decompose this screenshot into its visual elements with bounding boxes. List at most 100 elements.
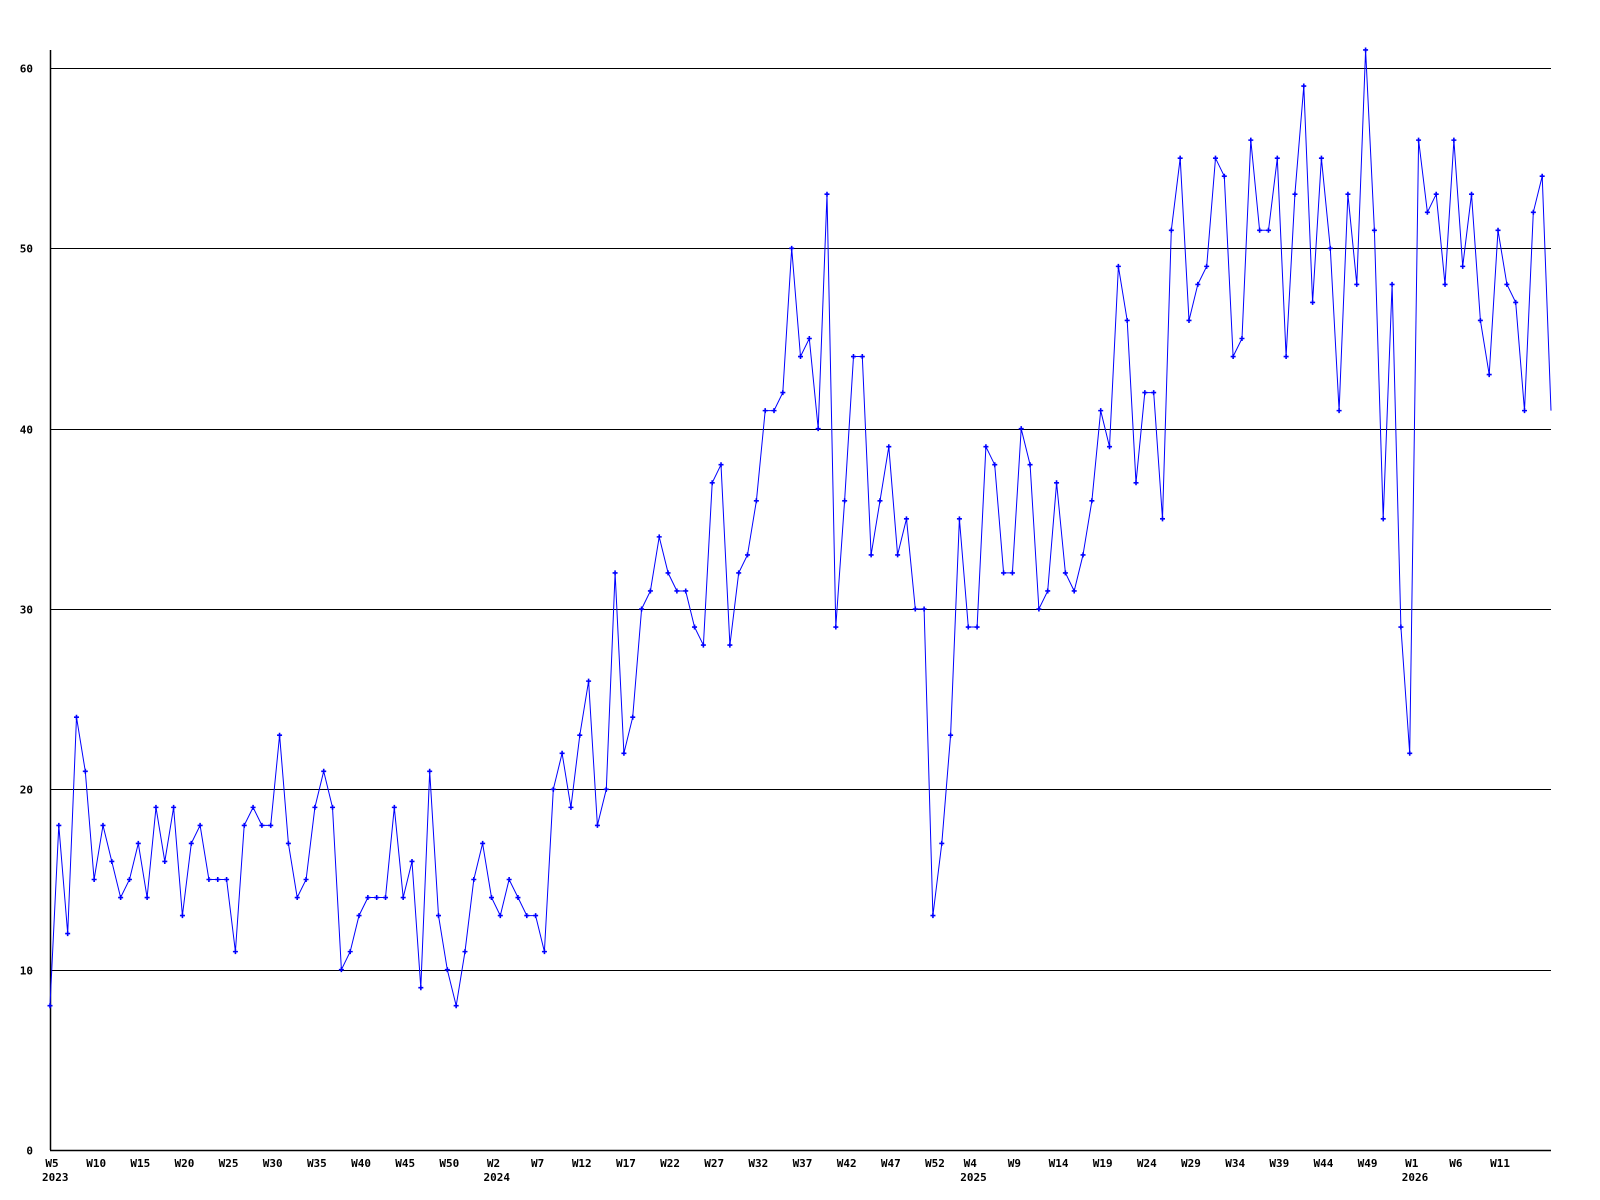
data-point-marker [206, 877, 212, 882]
data-point-marker [82, 768, 88, 774]
data-point-marker [877, 498, 883, 504]
data-point-marker [921, 606, 927, 612]
data-point-marker [1424, 209, 1430, 215]
data-point-marker [1098, 408, 1104, 414]
data-point-marker [1389, 281, 1395, 287]
data-point-marker [850, 354, 856, 360]
x-tick-label: W40 [351, 1157, 371, 1170]
data-point-marker [462, 949, 468, 955]
data-point-marker [1212, 155, 1218, 161]
data-point-marker [1530, 209, 1536, 215]
x-tick-label: W15 [130, 1157, 150, 1170]
data-point-marker [1407, 750, 1413, 756]
data-point-marker [1177, 155, 1183, 161]
data-point-marker [1248, 137, 1254, 143]
data-point-marker [656, 534, 662, 540]
x-tick-label: W52 [925, 1157, 945, 1170]
x-tick-label: W4 [964, 1157, 978, 1170]
data-point-marker [815, 426, 821, 432]
data-point-marker [939, 840, 945, 846]
data-point-marker [162, 858, 168, 864]
data-point-marker [639, 606, 645, 612]
data-point-marker [886, 444, 892, 450]
data-point-marker [1036, 606, 1042, 612]
x-tick-label: W30 [263, 1157, 283, 1170]
data-point-marker [427, 768, 433, 774]
data-point-marker [409, 858, 415, 864]
data-point-marker [197, 822, 203, 828]
data-point-marker [250, 804, 256, 810]
data-point-marker [550, 786, 556, 792]
data-point-marker [1477, 317, 1483, 323]
x-tick-label: W44 [1313, 1157, 1333, 1170]
data-point-marker [1442, 281, 1448, 287]
data-point-marker [188, 840, 194, 846]
data-point-marker [895, 552, 901, 558]
x-tick-label: W5 [45, 1157, 58, 1170]
data-point-marker [1336, 408, 1342, 414]
x-tick-label: W1 [1405, 1157, 1419, 1170]
data-point-marker [56, 822, 62, 828]
data-point-marker [594, 822, 600, 828]
x-tick-label: W27 [704, 1157, 724, 1170]
x-tick-label: W2 [487, 1157, 500, 1170]
data-point-marker [1265, 227, 1271, 233]
data-point-marker [709, 480, 715, 486]
data-point-marker [1433, 191, 1439, 197]
data-point-marker [586, 678, 592, 684]
data-point-marker [277, 732, 283, 738]
data-point-marker [524, 913, 530, 919]
data-point-marker [745, 552, 751, 558]
x-tick-label: W17 [616, 1157, 636, 1170]
data-point-marker [285, 840, 291, 846]
data-point-marker [118, 895, 124, 901]
data-point-marker [1513, 299, 1519, 305]
data-point-marker [630, 714, 636, 720]
x-tick-label: W45 [395, 1157, 415, 1170]
data-point-marker [974, 624, 980, 630]
x-tick-label: W49 [1358, 1157, 1378, 1170]
data-point-marker [1522, 408, 1528, 414]
data-point-marker [1495, 227, 1501, 233]
x-tick-label: W47 [881, 1157, 901, 1170]
data-point-marker [930, 913, 936, 919]
data-point-marker [806, 336, 812, 341]
data-point-marker [321, 768, 327, 774]
x-tick-label: W19 [1093, 1157, 1113, 1170]
data-point-marker [171, 804, 177, 810]
data-point-marker [1363, 47, 1369, 53]
data-point-marker [1124, 317, 1130, 323]
x-tick-label: W50 [439, 1157, 459, 1170]
data-point-marker [762, 408, 768, 414]
data-point-marker [303, 877, 309, 882]
data-point-marker [1380, 516, 1386, 522]
data-point-marker [135, 840, 141, 846]
data-point-marker [956, 516, 962, 522]
x-tick-label: W20 [175, 1157, 195, 1170]
data-point-marker [1398, 624, 1404, 630]
x-tick-year-label: 2026 [1402, 1171, 1429, 1184]
data-point-marker [1142, 390, 1148, 396]
data-point-marker [1327, 245, 1333, 251]
x-tick-label: W34 [1225, 1157, 1245, 1170]
x-tick-year-label: 2024 [483, 1171, 510, 1184]
data-point-marker [144, 895, 150, 901]
data-point-marker [842, 498, 848, 504]
data-point-marker [674, 588, 680, 594]
data-point-marker [771, 408, 777, 414]
data-point-marker [1018, 426, 1024, 432]
data-point-marker [965, 624, 971, 630]
data-point-marker [179, 913, 185, 919]
data-point-marker [753, 498, 759, 504]
data-point-marker [1133, 480, 1139, 486]
y-tick-label: 50 [20, 243, 33, 256]
data-point-marker [603, 786, 609, 792]
data-point-marker [1318, 155, 1324, 161]
data-point-marker [91, 877, 97, 882]
x-tick-label: W14 [1049, 1157, 1069, 1170]
series-polyline [49, 49, 1552, 1006]
data-point-marker [330, 804, 336, 810]
data-point-marker [1221, 173, 1227, 179]
data-point-marker [1310, 299, 1316, 305]
